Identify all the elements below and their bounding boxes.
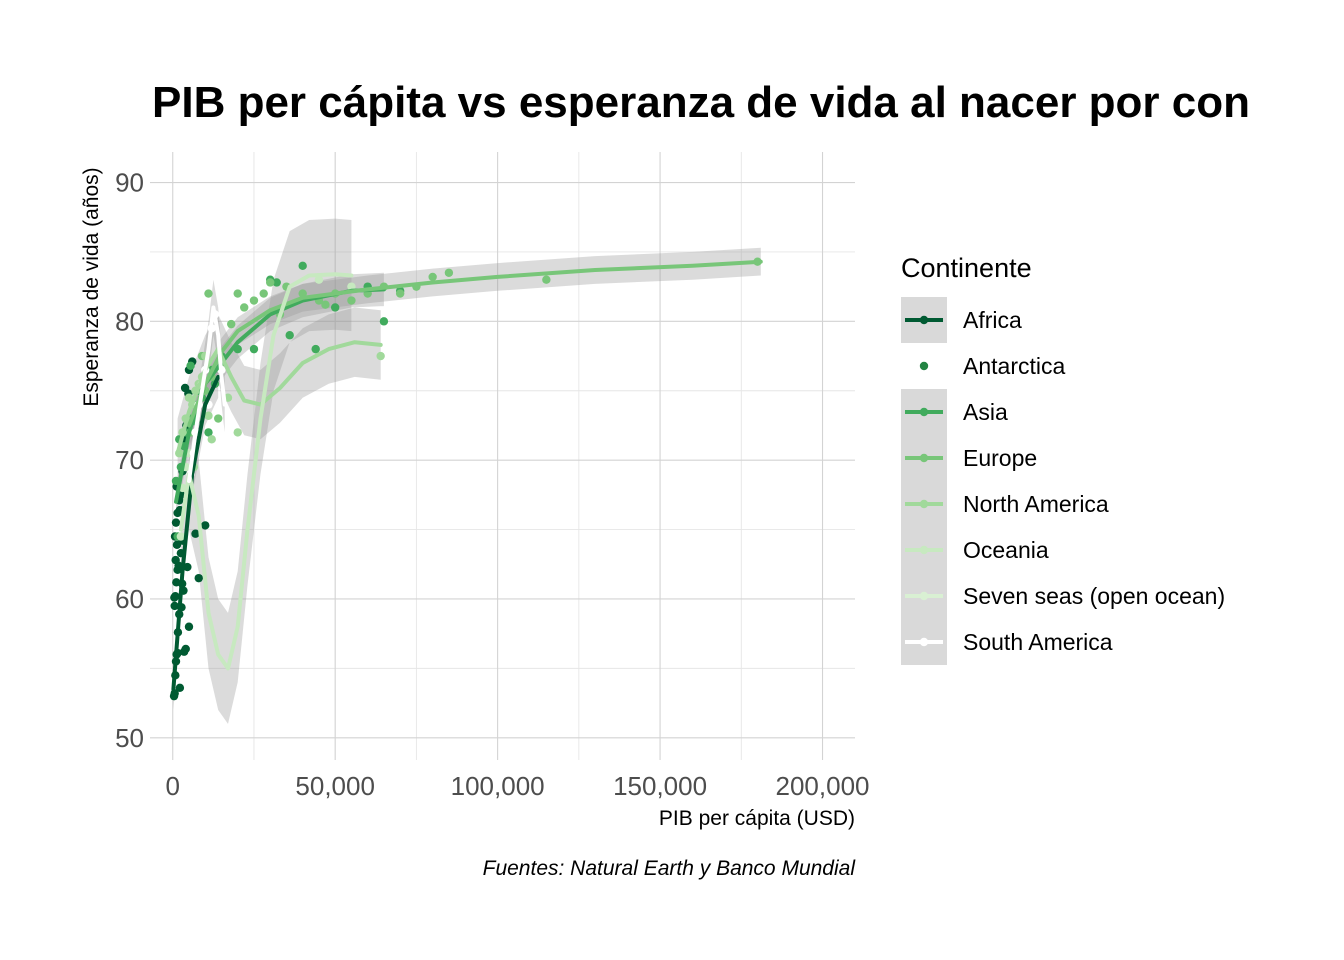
legend-label: Africa — [963, 307, 1022, 333]
legend-title: Continente — [901, 253, 1032, 283]
legend: Continente Africa Antarctica Asia Europe Nor… — [901, 253, 1225, 665]
x-axis-tick-labels: 0 50,000 100,000 150,000 200,000 — [166, 771, 870, 801]
data-point — [298, 261, 307, 271]
x-axis-title: PIB per cápita (USD) — [659, 807, 855, 830]
data-point — [170, 689, 179, 698]
y-axis-tick-labels: 50 60 70 80 90 — [115, 168, 144, 753]
x-tick-label: 200,000 — [776, 771, 870, 801]
data-point — [395, 289, 405, 298]
data-point — [285, 331, 294, 340]
data-point — [272, 278, 281, 287]
data-point — [180, 383, 190, 393]
chart-title: PIB per cápita vs esperanza de vida al n… — [152, 78, 1250, 127]
data-point — [249, 296, 259, 305]
data-point — [233, 289, 242, 298]
x-tick-label: 100,000 — [451, 771, 545, 801]
data-point — [184, 622, 194, 631]
y-tick-label: 90 — [115, 168, 144, 198]
y-tick-label: 60 — [115, 584, 144, 614]
chart-caption: Fuentes: Natural Earth y Banco Mundial — [483, 857, 857, 880]
data-point — [233, 428, 242, 437]
data-point — [204, 289, 213, 298]
confidence-band — [173, 356, 219, 710]
legend-label: Oceania — [963, 537, 1049, 563]
confidence-band — [180, 218, 352, 724]
y-axis-title: Esperanza de vida (años) — [80, 167, 103, 406]
data-point — [214, 414, 223, 423]
fit-line — [187, 305, 227, 483]
legend-key-point — [919, 637, 929, 647]
data-point — [183, 562, 192, 572]
y-tick-label: 80 — [115, 306, 144, 336]
legend-label: South America — [963, 629, 1113, 655]
legend-key-point — [919, 591, 929, 601]
x-tick-label: 0 — [166, 771, 180, 801]
data-point — [240, 303, 249, 312]
data-point — [175, 683, 185, 693]
confidence-band — [189, 279, 225, 509]
data-point — [194, 573, 203, 583]
fit-line — [171, 374, 221, 692]
data-point — [184, 393, 194, 402]
y-tick-label: 70 — [115, 445, 144, 475]
data-point — [207, 435, 216, 444]
data-point — [376, 351, 385, 361]
data-point — [347, 296, 356, 305]
legend-label: Asia — [963, 399, 1008, 425]
legend-label: North America — [963, 491, 1109, 517]
legend-key-point — [919, 545, 929, 555]
data-point — [170, 593, 179, 602]
data-point — [259, 289, 268, 298]
data-point — [249, 344, 259, 354]
data-point — [314, 275, 324, 284]
data-point — [186, 361, 195, 370]
data-point — [204, 428, 213, 437]
legend-key-point — [919, 407, 929, 417]
data-point — [170, 601, 179, 611]
fit-line — [178, 272, 354, 671]
data-point — [266, 278, 275, 287]
grid-layer — [150, 152, 855, 760]
data-point — [379, 317, 389, 326]
data-point — [191, 529, 200, 538]
data-point — [542, 275, 551, 284]
data-point — [444, 268, 454, 277]
legend-label: Seven seas (open ocean) — [963, 583, 1225, 609]
legend-entries: Africa Antarctica Asia Europe North America O… — [901, 297, 1225, 665]
x-tick-label: 150,000 — [613, 771, 707, 801]
data-point — [311, 344, 320, 354]
legend-key-point — [919, 361, 929, 371]
data-point — [171, 518, 181, 527]
data-point — [176, 532, 186, 541]
data-point — [172, 540, 182, 550]
y-tick-label: 50 — [115, 723, 144, 753]
legend-key-point — [919, 315, 929, 325]
data-point — [227, 319, 236, 329]
data-point — [201, 521, 210, 530]
plot-panel — [150, 152, 855, 760]
data-point — [204, 411, 213, 420]
legend-key-point — [919, 499, 929, 509]
legend-label: Europe — [963, 445, 1037, 471]
data-point — [321, 300, 330, 309]
data-point — [428, 272, 437, 282]
data-point — [171, 555, 180, 565]
legend-label: Antarctica — [963, 353, 1065, 379]
legend-key-point — [919, 453, 929, 463]
x-tick-label: 50,000 — [295, 771, 375, 801]
data-point — [330, 303, 340, 312]
data-point — [181, 644, 190, 654]
fit-line-layer — [171, 259, 763, 692]
